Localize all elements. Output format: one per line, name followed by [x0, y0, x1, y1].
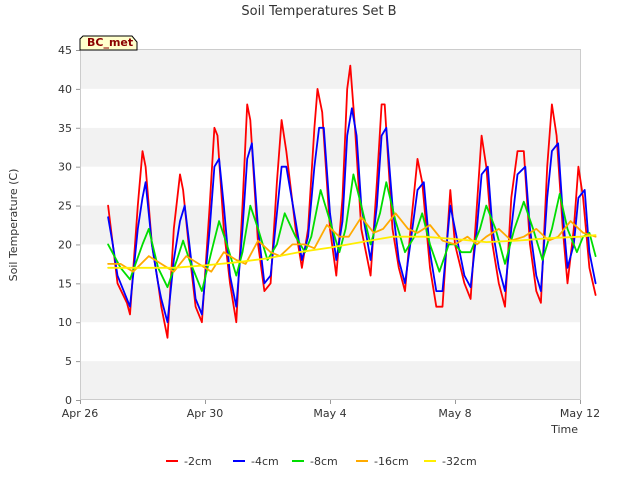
series-line-4cm [107, 107, 597, 324]
legend-label: -16cm [374, 455, 409, 468]
plot-band [80, 361, 580, 400]
x-tick-label: Apr 30 [187, 407, 224, 420]
legend-label: -4cm [251, 455, 279, 468]
x-tick-label: May 8 [438, 407, 471, 420]
y-tick-label: 30 [58, 161, 72, 174]
legend-label: -2cm [184, 455, 212, 468]
y-axis-ticks: 0 5 10 15 20 25 30 35 40 45 [58, 44, 80, 407]
x-tick-label: May 12 [560, 407, 600, 420]
y-tick-label: 10 [58, 316, 72, 329]
x-tick-label: May 4 [313, 407, 346, 420]
legend-label: -8cm [310, 455, 338, 468]
y-tick-label: 25 [58, 200, 72, 213]
y-tick-label: 15 [58, 277, 72, 290]
series-line-2cm [107, 64, 597, 339]
legend: -2cm -4cm -8cm -16cm -32cm [166, 455, 477, 468]
y-tick-label: 20 [58, 238, 72, 251]
x-axis-ticks: Apr 26 Apr 30 May 4 May 8 May 12 [62, 400, 600, 420]
plot-band [80, 322, 580, 362]
y-tick-label: 35 [58, 122, 72, 135]
x-axis-label: Time [550, 423, 578, 436]
y-tick-label: 40 [58, 83, 72, 96]
y-tick-label: 5 [65, 355, 72, 368]
series-line-8cm [107, 173, 597, 293]
plot-band [80, 127, 580, 167]
station-badge-shape [79, 35, 138, 51]
station-badge: BC_met [79, 35, 138, 51]
x-tick-label: Apr 26 [62, 407, 99, 420]
plot-band [80, 166, 580, 206]
y-axis-label: Soil Temperature (C) [7, 169, 20, 282]
station-badge-label: BC_met [87, 36, 133, 49]
series-layer [107, 64, 597, 339]
plot-band [80, 50, 580, 89]
series-line-32cm [107, 234, 597, 269]
y-tick-label: 0 [65, 394, 72, 407]
plot-band [80, 88, 580, 128]
y-tick-label: 45 [58, 44, 72, 57]
legend-label: -32cm [442, 455, 477, 468]
chart-title: Soil Temperatures Set B [241, 4, 396, 19]
plot-frame [80, 49, 581, 400]
